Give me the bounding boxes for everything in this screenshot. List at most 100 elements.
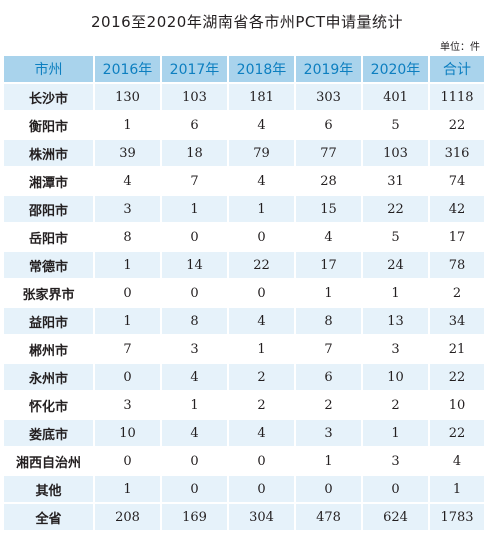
cell-2019: 6 xyxy=(296,112,363,140)
table-row: 常德市 1 14 22 17 24 78 xyxy=(4,252,484,280)
cell-city: 益阳市 xyxy=(4,308,95,336)
cell-2017: 18 xyxy=(162,140,229,168)
table-total-row: 全省 208 169 304 478 624 1783 xyxy=(4,504,484,532)
cell-2017: 0 xyxy=(162,476,229,504)
cell-2019: 17 xyxy=(296,252,363,280)
cell-2017: 6 xyxy=(162,112,229,140)
cell-2020: 24 xyxy=(363,252,430,280)
table-row: 株洲市 39 18 79 77 103 316 xyxy=(4,140,484,168)
cell-total: 10 xyxy=(430,392,484,420)
total-cell-total: 1783 xyxy=(430,504,484,532)
cell-2016: 39 xyxy=(95,140,162,168)
cell-2016: 4 xyxy=(95,168,162,196)
cell-2019: 0 xyxy=(296,476,363,504)
cell-2019: 77 xyxy=(296,140,363,168)
cell-city: 其他 xyxy=(4,476,95,504)
table-row: 郴州市 7 3 1 7 3 21 xyxy=(4,336,484,364)
cell-2018: 4 xyxy=(229,112,296,140)
cell-2020: 22 xyxy=(363,196,430,224)
cell-2020: 5 xyxy=(363,112,430,140)
cell-2019: 303 xyxy=(296,84,363,112)
cell-2017: 0 xyxy=(162,280,229,308)
cell-2017: 1 xyxy=(162,196,229,224)
cell-2018: 2 xyxy=(229,364,296,392)
table-row: 湘潭市 4 7 4 28 31 74 xyxy=(4,168,484,196)
column-header-2016: 2016年 xyxy=(95,56,162,84)
cell-2017: 8 xyxy=(162,308,229,336)
cell-total: 316 xyxy=(430,140,484,168)
total-cell-2016: 208 xyxy=(95,504,162,532)
cell-total: 22 xyxy=(430,364,484,392)
cell-2018: 2 xyxy=(229,392,296,420)
cell-2019: 28 xyxy=(296,168,363,196)
cell-city: 株洲市 xyxy=(4,140,95,168)
cell-2016: 1 xyxy=(95,252,162,280)
cell-city: 湘潭市 xyxy=(4,168,95,196)
cell-2016: 3 xyxy=(95,392,162,420)
cell-2018: 181 xyxy=(229,84,296,112)
cell-2016: 1 xyxy=(95,308,162,336)
cell-2018: 0 xyxy=(229,280,296,308)
total-cell-2020: 624 xyxy=(363,504,430,532)
cell-city: 娄底市 xyxy=(4,420,95,448)
cell-total: 34 xyxy=(430,308,484,336)
cell-2018: 4 xyxy=(229,308,296,336)
cell-2017: 3 xyxy=(162,336,229,364)
table-row: 岳阳市 8 0 0 4 5 17 xyxy=(4,224,484,252)
page-title: 2016至2020年湖南省各市州PCT申请量统计 xyxy=(90,13,404,31)
cell-2018: 1 xyxy=(229,336,296,364)
column-header-2019: 2019年 xyxy=(296,56,363,84)
cell-2016: 1 xyxy=(95,112,162,140)
cell-2016: 0 xyxy=(95,364,162,392)
table-row: 益阳市 1 8 4 8 13 34 xyxy=(4,308,484,336)
cell-city: 邵阳市 xyxy=(4,196,95,224)
cell-2017: 7 xyxy=(162,168,229,196)
table-row: 长沙市 130 103 181 303 401 1118 xyxy=(4,84,484,112)
cell-total: 2 xyxy=(430,280,484,308)
cell-2017: 103 xyxy=(162,84,229,112)
cell-2020: 5 xyxy=(363,224,430,252)
cell-2020: 31 xyxy=(363,168,430,196)
cell-2017: 1 xyxy=(162,392,229,420)
table-row: 怀化市 3 1 2 2 2 10 xyxy=(4,392,484,420)
cell-2019: 7 xyxy=(296,336,363,364)
table-header-row: 市州 2016年 2017年 2018年 2019年 2020年 合计 xyxy=(4,56,484,84)
cell-city: 张家界市 xyxy=(4,280,95,308)
cell-2019: 1 xyxy=(296,448,363,476)
total-cell-2017: 169 xyxy=(162,504,229,532)
cell-2019: 4 xyxy=(296,224,363,252)
cell-total: 42 xyxy=(430,196,484,224)
cell-total: 78 xyxy=(430,252,484,280)
column-header-city: 市州 xyxy=(4,56,95,84)
cell-total: 74 xyxy=(430,168,484,196)
column-header-2017: 2017年 xyxy=(162,56,229,84)
cell-2019: 2 xyxy=(296,392,363,420)
cell-city: 衡阳市 xyxy=(4,112,95,140)
cell-2019: 3 xyxy=(296,420,363,448)
cell-2016: 7 xyxy=(95,336,162,364)
cell-2016: 0 xyxy=(95,280,162,308)
cell-2016: 8 xyxy=(95,224,162,252)
column-header-total: 合计 xyxy=(430,56,484,84)
cell-2020: 10 xyxy=(363,364,430,392)
cell-city: 常德市 xyxy=(4,252,95,280)
cell-total: 17 xyxy=(430,224,484,252)
cell-city: 湘西自治州 xyxy=(4,448,95,476)
column-header-2020: 2020年 xyxy=(363,56,430,84)
cell-total: 22 xyxy=(430,420,484,448)
table-row: 永州市 0 4 2 6 10 22 xyxy=(4,364,484,392)
table-row: 其他 1 0 0 0 0 1 xyxy=(4,476,484,504)
cell-2019: 1 xyxy=(296,280,363,308)
table-row: 邵阳市 3 1 1 15 22 42 xyxy=(4,196,484,224)
cell-2020: 2 xyxy=(363,392,430,420)
cell-2018: 0 xyxy=(229,476,296,504)
cell-city: 长沙市 xyxy=(4,84,95,112)
cell-city: 永州市 xyxy=(4,364,95,392)
cell-2020: 1 xyxy=(363,280,430,308)
cell-2016: 130 xyxy=(95,84,162,112)
cell-total: 21 xyxy=(430,336,484,364)
cell-2016: 0 xyxy=(95,448,162,476)
cell-2018: 22 xyxy=(229,252,296,280)
total-cell-2019: 478 xyxy=(296,504,363,532)
cell-2018: 0 xyxy=(229,448,296,476)
